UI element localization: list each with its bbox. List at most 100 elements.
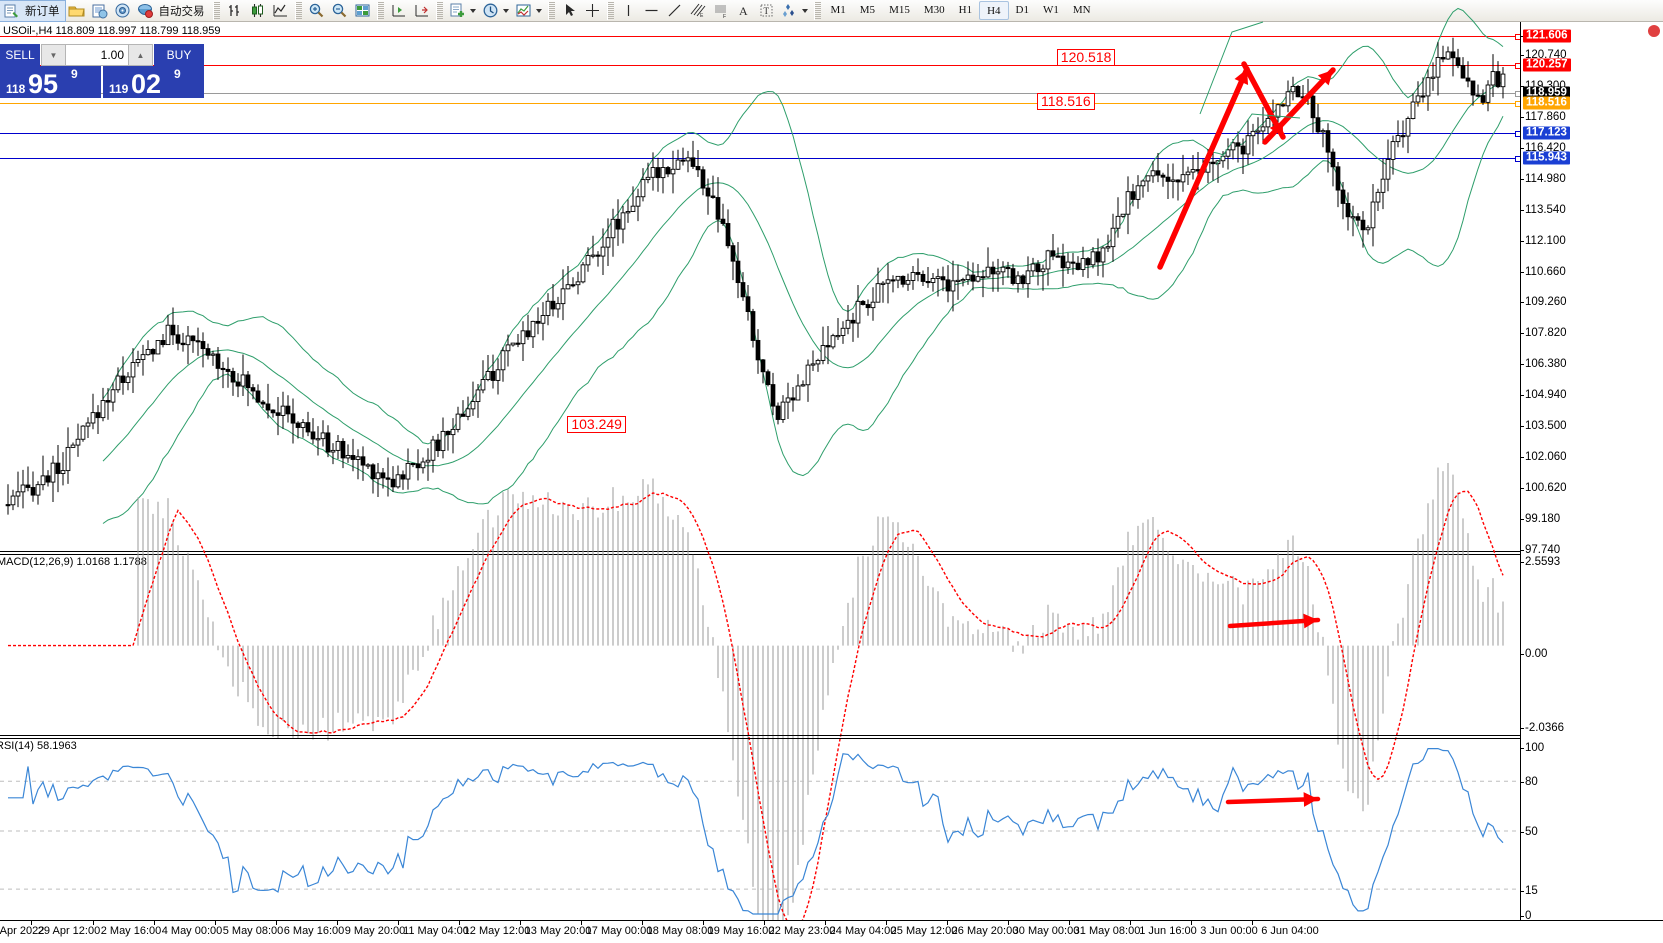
candlestick <box>330 443 336 465</box>
sell-price-big: 118 <box>6 82 26 96</box>
terminal-button[interactable] <box>88 1 111 21</box>
candlestick <box>655 157 661 192</box>
zoom-out-button[interactable] <box>328 1 351 21</box>
candlestick <box>465 396 471 421</box>
one-click-trading-panel[interactable]: SELL ▼ 1.00 ▲ BUY 118 95 9 119 02 9 <box>0 44 204 99</box>
price-label-support-lower[interactable]: 115.943 <box>1523 151 1570 165</box>
vertical-line-button[interactable] <box>617 1 640 21</box>
zoom-in-button[interactable] <box>305 1 328 21</box>
toolbar-separator <box>547 1 555 20</box>
candlestick <box>35 481 41 505</box>
timeframe-mn[interactable]: MN <box>1072 4 1091 16</box>
rsi-line <box>8 748 1504 915</box>
candlestick <box>510 342 516 347</box>
candlestick <box>600 228 606 276</box>
autoscroll-button[interactable] <box>410 1 433 21</box>
candlestick <box>440 417 446 459</box>
timeframe-m1[interactable]: M1 <box>830 4 846 16</box>
price-label-resistance-upper[interactable]: 121.606 <box>1523 29 1571 43</box>
crosshair-tool-button[interactable] <box>581 1 604 21</box>
chevron-down-icon[interactable] <box>469 8 476 13</box>
chart-area[interactable]: USOil-,H4 118.809 118.997 118.799 118.95… <box>0 7 1663 943</box>
price-tick: 104.940 <box>1520 388 1567 401</box>
macd-trend-arrow[interactable] <box>1227 613 1321 629</box>
volume-input[interactable]: 1.00 <box>66 44 128 66</box>
price-axis[interactable]: 121.606120.740119.300117.860116.420114.9… <box>1519 22 1663 922</box>
timeframe-m15[interactable]: M15 <box>889 4 910 16</box>
candlestick <box>785 382 791 420</box>
candlestick <box>1445 46 1451 60</box>
candlestick <box>1150 161 1156 183</box>
time-divider <box>1191 921 1192 925</box>
tile-windows-button[interactable] <box>351 1 374 21</box>
candlestick <box>615 199 621 246</box>
navigator-button[interactable] <box>111 1 134 21</box>
timeframe-m30[interactable]: M30 <box>923 4 945 16</box>
chevron-down-icon[interactable] <box>502 8 509 13</box>
candlestick <box>525 314 531 340</box>
sell-button[interactable]: SELL <box>0 44 40 66</box>
candlestick <box>795 374 801 401</box>
timeframe-h4[interactable]: H4 <box>979 1 1009 20</box>
candlestick <box>1000 261 1006 286</box>
candlestick <box>255 384 261 403</box>
template-button[interactable] <box>446 1 479 21</box>
shapes-button[interactable] <box>778 1 811 21</box>
trendline-button[interactable] <box>663 1 686 21</box>
timeframe-w1[interactable]: W1 <box>1042 4 1059 16</box>
buy-button[interactable]: BUY <box>154 44 204 66</box>
price-chart-canvas[interactable] <box>0 7 1520 552</box>
text-button[interactable]: A <box>732 1 755 21</box>
candlestick <box>400 470 406 490</box>
candlestick <box>355 449 361 480</box>
macd-chart-canvas[interactable] <box>0 462 1520 943</box>
period-button[interactable] <box>479 1 512 21</box>
candlestick <box>100 387 106 422</box>
new-order-button[interactable]: 新订单 <box>0 0 66 22</box>
annotation-118516[interactable]: 118.516 <box>1037 92 1095 110</box>
timeframe-d1[interactable]: D1 <box>1015 4 1029 16</box>
scroll-indicator-icon[interactable] <box>1648 25 1660 37</box>
rsi-trend-arrow[interactable] <box>1225 792 1321 807</box>
bar-chart-button[interactable] <box>223 1 246 21</box>
candlestick <box>940 266 946 292</box>
volume-decrease-button[interactable]: ▼ <box>41 44 66 66</box>
fibonacci-button[interactable]: F <box>709 1 732 21</box>
folder-button[interactable] <box>65 1 88 21</box>
annotation-120518[interactable]: 120.518 <box>1056 49 1116 67</box>
sell-price-display[interactable]: 118 95 9 <box>0 66 101 99</box>
equidistant-channel-button[interactable]: E <box>686 1 709 21</box>
candlestick <box>70 442 76 448</box>
buy-price-display[interactable]: 119 02 9 <box>103 66 204 99</box>
autotrade-button[interactable]: 自动交易 <box>134 1 210 21</box>
price-label-pivot-level[interactable]: 118.516 <box>1523 96 1570 110</box>
trend-arrow-up-1[interactable] <box>1157 66 1250 270</box>
price-label-resistance-lower[interactable]: 120.257 <box>1523 58 1571 72</box>
candlestick <box>30 471 36 502</box>
shift-chart-button[interactable] <box>387 1 410 21</box>
candlestick <box>1410 93 1416 120</box>
macd-pane-divider <box>0 551 1520 552</box>
annotation-103249[interactable]: 103.249 <box>567 415 626 433</box>
line-chart-button[interactable] <box>269 1 292 21</box>
trend-arrow-up-2[interactable] <box>1262 67 1336 145</box>
candlestick <box>45 470 51 487</box>
text-label-button[interactable]: T <box>755 1 778 21</box>
chevron-down-icon[interactable] <box>535 8 542 13</box>
rsi-chart-canvas[interactable] <box>0 744 1520 920</box>
price-label-support-upper[interactable]: 117.123 <box>1523 126 1570 140</box>
timeframe-m5[interactable]: M5 <box>859 4 876 16</box>
candlestick <box>185 325 191 365</box>
time-axis[interactable]: Apr 2022 29 Apr 12:00 2 May 16:00 4 May 00:… <box>0 920 1663 943</box>
candlestick <box>1295 85 1301 98</box>
candlestick <box>660 158 666 194</box>
volume-increase-button[interactable]: ▲ <box>128 44 153 66</box>
candlestick <box>1490 54 1496 97</box>
price-tick: 114.980 <box>1520 172 1566 185</box>
chevron-down-icon[interactable] <box>801 8 808 13</box>
horizontal-line-button[interactable] <box>640 1 663 21</box>
cursor-tool-button[interactable] <box>558 1 581 21</box>
timeframe-h1[interactable]: H1 <box>958 4 973 16</box>
candlestick-chart-button[interactable] <box>246 1 269 21</box>
indicator-button[interactable] <box>512 1 545 21</box>
